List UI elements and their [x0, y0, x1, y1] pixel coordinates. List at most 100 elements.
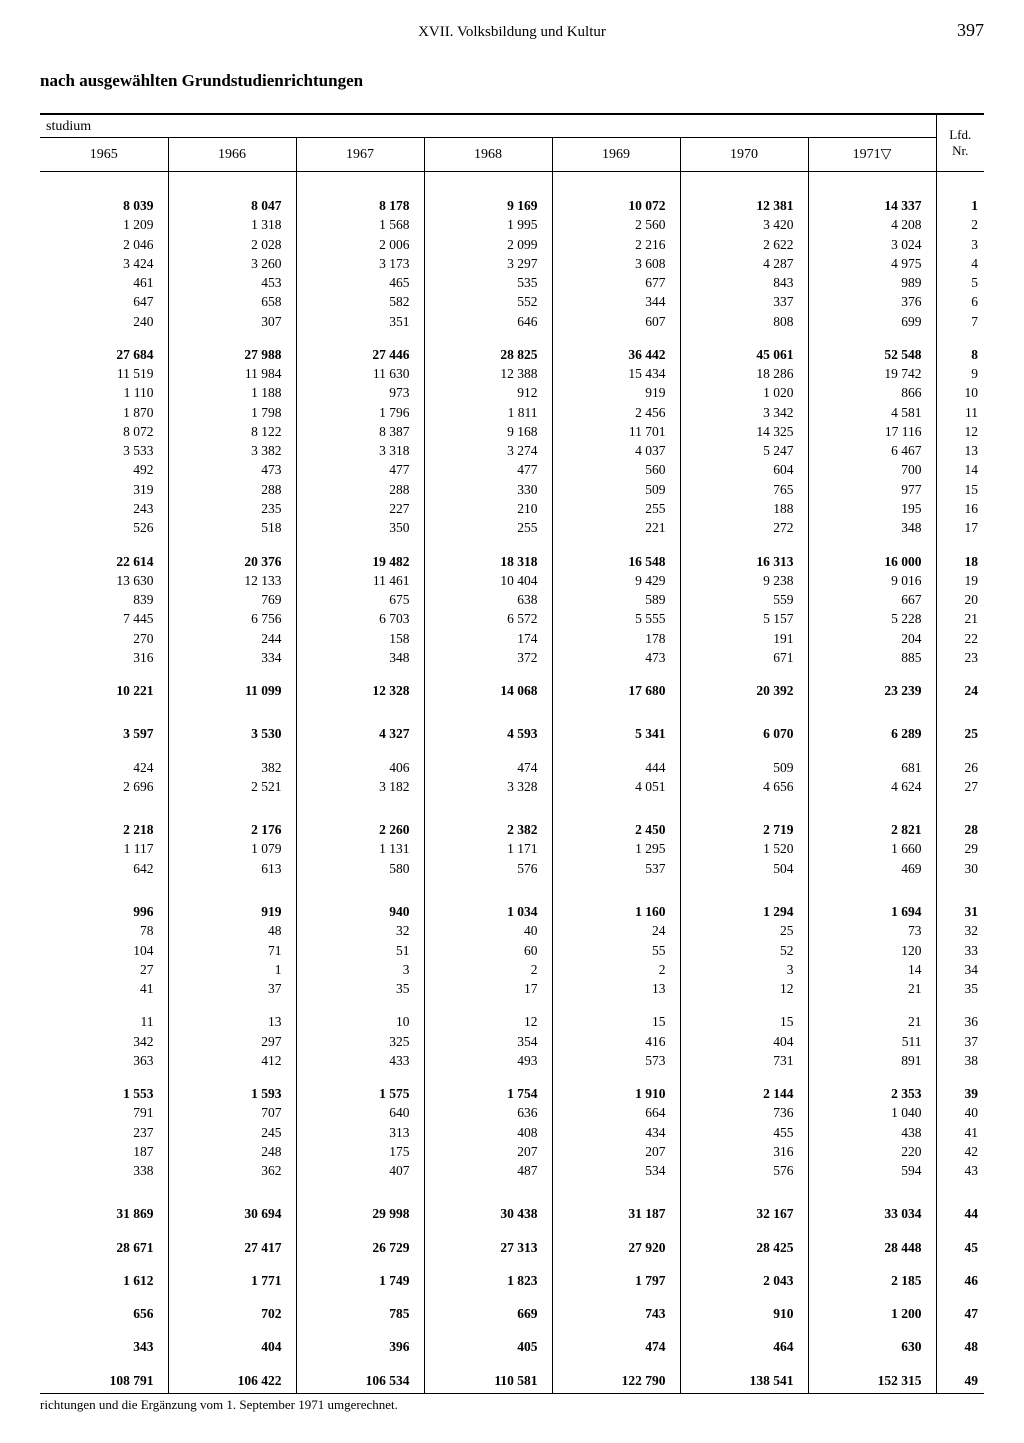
data-cell: 1 020 [680, 383, 808, 402]
data-cell: 9 016 [808, 571, 936, 590]
data-cell: 1 188 [168, 383, 296, 402]
data-cell: 316 [680, 1142, 808, 1161]
data-cell: 406 [296, 758, 424, 777]
data-cell: 11 099 [168, 681, 296, 700]
data-cell: 35 [296, 979, 424, 998]
data-cell: 27 313 [424, 1238, 552, 1257]
data-cell: 699 [808, 312, 936, 331]
data-cell: 11 461 [296, 571, 424, 590]
data-cell: 25 [680, 921, 808, 940]
data-cell: 6 070 [680, 724, 808, 743]
year-header-row: 1965196619671968196919701971▽ [40, 138, 984, 172]
data-cell: 1 171 [424, 839, 552, 858]
table-row: 1 6121 7711 7491 8231 7972 0432 18546 [40, 1271, 984, 1290]
data-cell: 334 [168, 648, 296, 667]
data-cell: 207 [552, 1142, 680, 1161]
data-cell: 4 975 [808, 254, 936, 273]
lfd-nr-cell: 29 [936, 839, 984, 858]
data-cell: 174 [424, 629, 552, 648]
lfd-nr-cell: 23 [936, 648, 984, 667]
data-cell: 32 167 [680, 1204, 808, 1223]
data-cell: 535 [424, 273, 552, 292]
data-cell: 416 [552, 1032, 680, 1051]
data-cell: 110 581 [424, 1371, 552, 1394]
data-cell: 11 519 [40, 364, 168, 383]
data-cell: 104 [40, 941, 168, 960]
lfd-nr-cell: 8 [936, 345, 984, 364]
lfd-nr-cell: 18 [936, 552, 984, 571]
data-cell: 45 061 [680, 345, 808, 364]
data-cell: 187 [40, 1142, 168, 1161]
data-cell: 1 117 [40, 839, 168, 858]
data-cell: 14 [808, 960, 936, 979]
data-cell: 152 315 [808, 1371, 936, 1394]
data-cell: 2 560 [552, 215, 680, 234]
data-cell: 700 [808, 460, 936, 479]
data-cell: 288 [168, 480, 296, 499]
data-cell: 3 297 [424, 254, 552, 273]
lfd-nr-cell: 7 [936, 312, 984, 331]
data-cell: 474 [424, 758, 552, 777]
data-cell: 667 [808, 590, 936, 609]
data-cell: 2 719 [680, 820, 808, 839]
data-cell: 769 [168, 590, 296, 609]
table-row: 1 5531 5931 5751 7541 9102 1442 35339 [40, 1084, 984, 1103]
table-row: 49247347747756060470014 [40, 460, 984, 479]
data-cell: 344 [552, 292, 680, 311]
table-row: 1113101215152136 [40, 1012, 984, 1031]
lfd-nr-cell: 33 [936, 941, 984, 960]
data-cell: 2 216 [552, 235, 680, 254]
data-cell: 6 467 [808, 441, 936, 460]
data-cell: 3 382 [168, 441, 296, 460]
data-cell: 2 006 [296, 235, 424, 254]
lfd-nr-cell: 35 [936, 979, 984, 998]
lfd-nr-cell: 13 [936, 441, 984, 460]
lfd-nr-cell: 48 [936, 1337, 984, 1356]
data-cell: 297 [168, 1032, 296, 1051]
data-cell: 7 445 [40, 609, 168, 628]
data-cell: 338 [40, 1161, 168, 1180]
data-cell: 11 984 [168, 364, 296, 383]
data-cell: 1 823 [424, 1271, 552, 1290]
data-cell: 6 572 [424, 609, 552, 628]
table-row: 2 0462 0282 0062 0992 2162 6223 0243 [40, 235, 984, 254]
table-row: 31928828833050976597715 [40, 480, 984, 499]
table-row: 24323522721025518819516 [40, 499, 984, 518]
data-cell: 474 [552, 1337, 680, 1356]
table-row: 4137351713122135 [40, 979, 984, 998]
table-row: 104715160555212033 [40, 941, 984, 960]
lfd-nr-cell: 26 [936, 758, 984, 777]
data-cell: 3 [680, 960, 808, 979]
data-cell: 36 442 [552, 345, 680, 364]
data-cell: 235 [168, 499, 296, 518]
data-cell: 2 382 [424, 820, 552, 839]
data-cell: 487 [424, 1161, 552, 1180]
data-cell: 55 [552, 941, 680, 960]
data-cell: 16 000 [808, 552, 936, 571]
data-cell: 866 [808, 383, 936, 402]
data-cell: 2 260 [296, 820, 424, 839]
data-cell: 808 [680, 312, 808, 331]
data-cell: 316 [40, 648, 168, 667]
year-column-header: 1971▽ [808, 138, 936, 172]
data-cell: 9 238 [680, 571, 808, 590]
lfd-nr-cell: 1 [936, 196, 984, 215]
data-cell: 9 429 [552, 571, 680, 590]
table-row: 36341243349357373189138 [40, 1051, 984, 1070]
data-cell: 977 [808, 480, 936, 499]
data-cell: 658 [168, 292, 296, 311]
data-cell: 891 [808, 1051, 936, 1070]
table-row: 34340439640547446463048 [40, 1337, 984, 1356]
data-cell: 613 [168, 859, 296, 878]
data-cell: 337 [680, 292, 808, 311]
data-cell: 207 [424, 1142, 552, 1161]
table-row: 52651835025522127234817 [40, 518, 984, 537]
data-cell: 647 [40, 292, 168, 311]
data-cell: 2 176 [168, 820, 296, 839]
data-cell: 604 [680, 460, 808, 479]
data-cell: 13 [552, 979, 680, 998]
data-cell: 12 [424, 1012, 552, 1031]
data-cell: 504 [680, 859, 808, 878]
lfd-nr-cell: 32 [936, 921, 984, 940]
data-cell: 702 [168, 1304, 296, 1323]
